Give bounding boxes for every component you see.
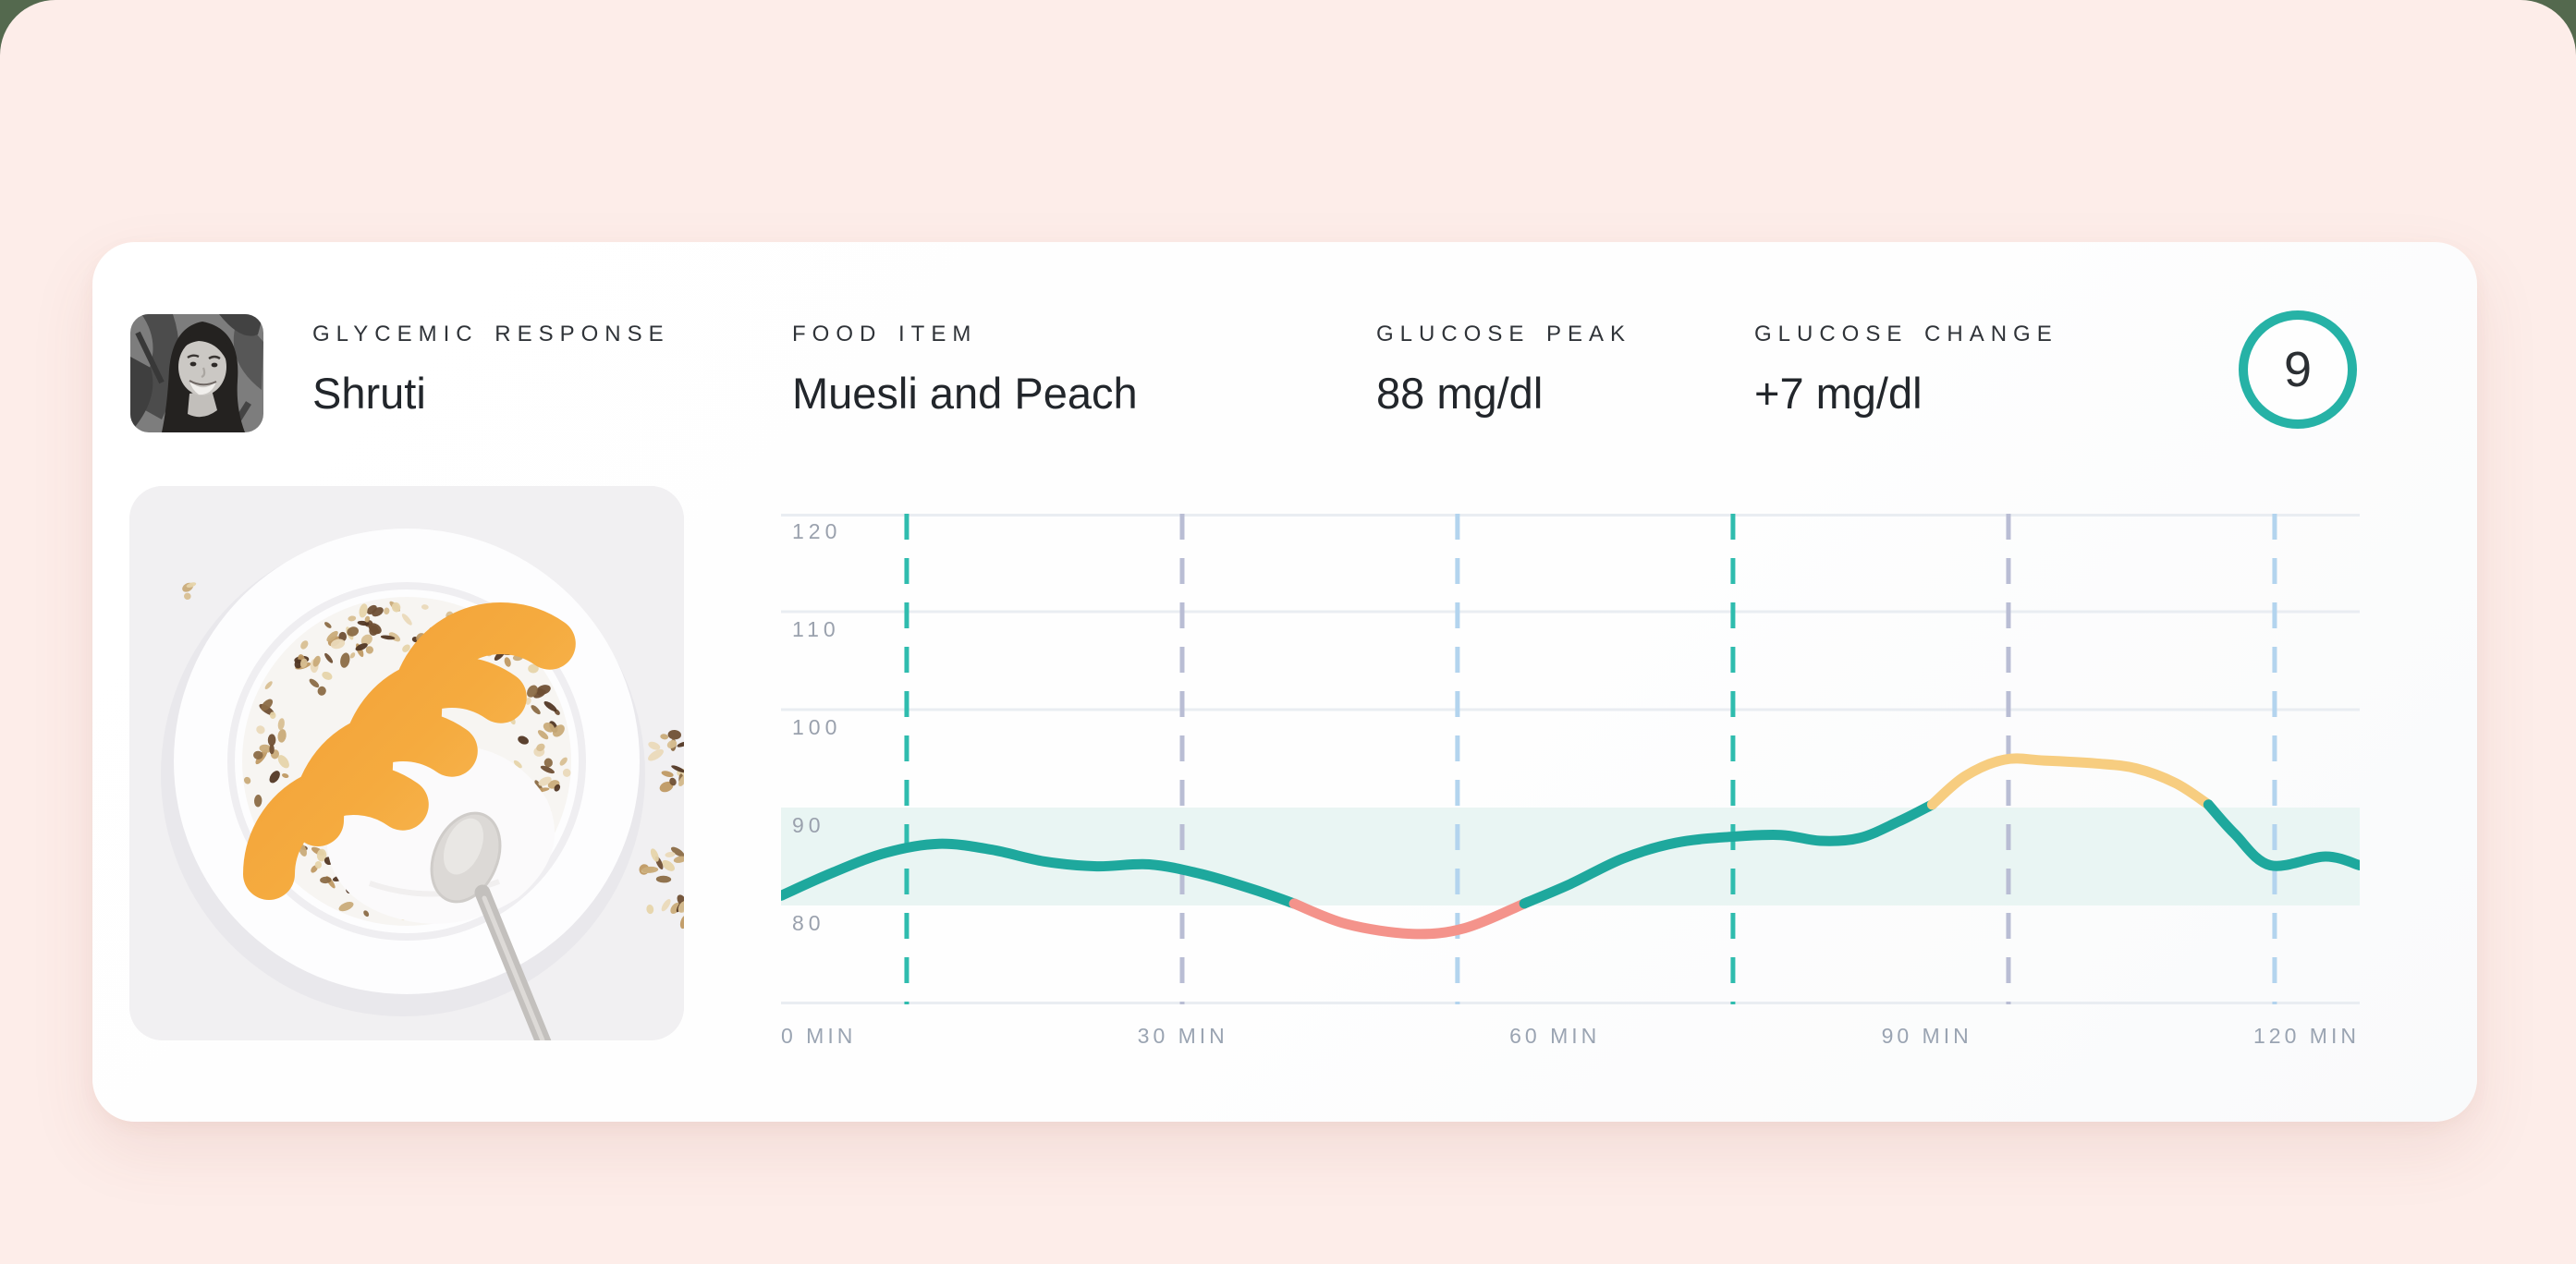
avatar-photo [130,314,263,432]
field-label: GLUCOSE PEAK [1376,322,1632,346]
x-axis: 0 MIN 30 MIN 60 MIN 90 MIN 120 MIN [781,1024,2360,1049]
muesli-bowl-illustration [129,486,684,1040]
y-tick: 80 [792,911,825,935]
glucose-change-value: +7 mg/dl [1754,369,1923,418]
glucose-line-in-range [2203,799,2360,871]
food-photo [129,486,684,1040]
peach-slice [243,763,429,900]
field-glucose-peak: GLUCOSE PEAK 88 mg/dl [1376,322,1631,419]
glycemic-response-card: GLYCEMIC RESPONSE Shruti FOOD ITEM Muesl… [92,242,2477,1122]
person-name: Shruti [312,369,426,418]
field-glucose-change: GLUCOSE CHANGE +7 mg/dl [1754,322,2058,419]
glucose-chart [781,514,2360,1004]
x-tick: 30 MIN [1137,1024,1228,1048]
x-tick: 120 MIN [2253,1024,2360,1048]
field-glycemic-response: GLYCEMIC RESPONSE Shruti [312,322,670,419]
y-tick: 100 [792,715,842,739]
avatar [130,314,263,432]
field-food-item: FOOD ITEM Muesli and Peach [792,322,1138,419]
x-tick: 0 MIN [781,1024,857,1048]
score-badge: 9 [2239,310,2357,429]
field-label: FOOD ITEM [792,322,978,346]
chart-canvas [781,514,2360,1004]
glucose-line-in-range [1519,799,1937,909]
y-tick: 110 [792,617,840,641]
glucose-line-below-range [1288,898,1530,940]
y-tick: 90 [792,813,825,837]
score-value: 9 [2283,342,2313,397]
field-label: GLUCOSE CHANGE [1754,322,2058,346]
glucose-line-in-range [781,838,1300,909]
glucose-peak-value: 88 mg/dl [1376,369,1544,418]
y-tick: 120 [792,519,842,543]
food-name: Muesli and Peach [792,369,1138,418]
x-tick: 60 MIN [1509,1024,1601,1048]
x-tick: 90 MIN [1881,1024,1972,1048]
field-label: GLYCEMIC RESPONSE [312,322,670,346]
glucose-line-above-range [1926,753,2214,810]
